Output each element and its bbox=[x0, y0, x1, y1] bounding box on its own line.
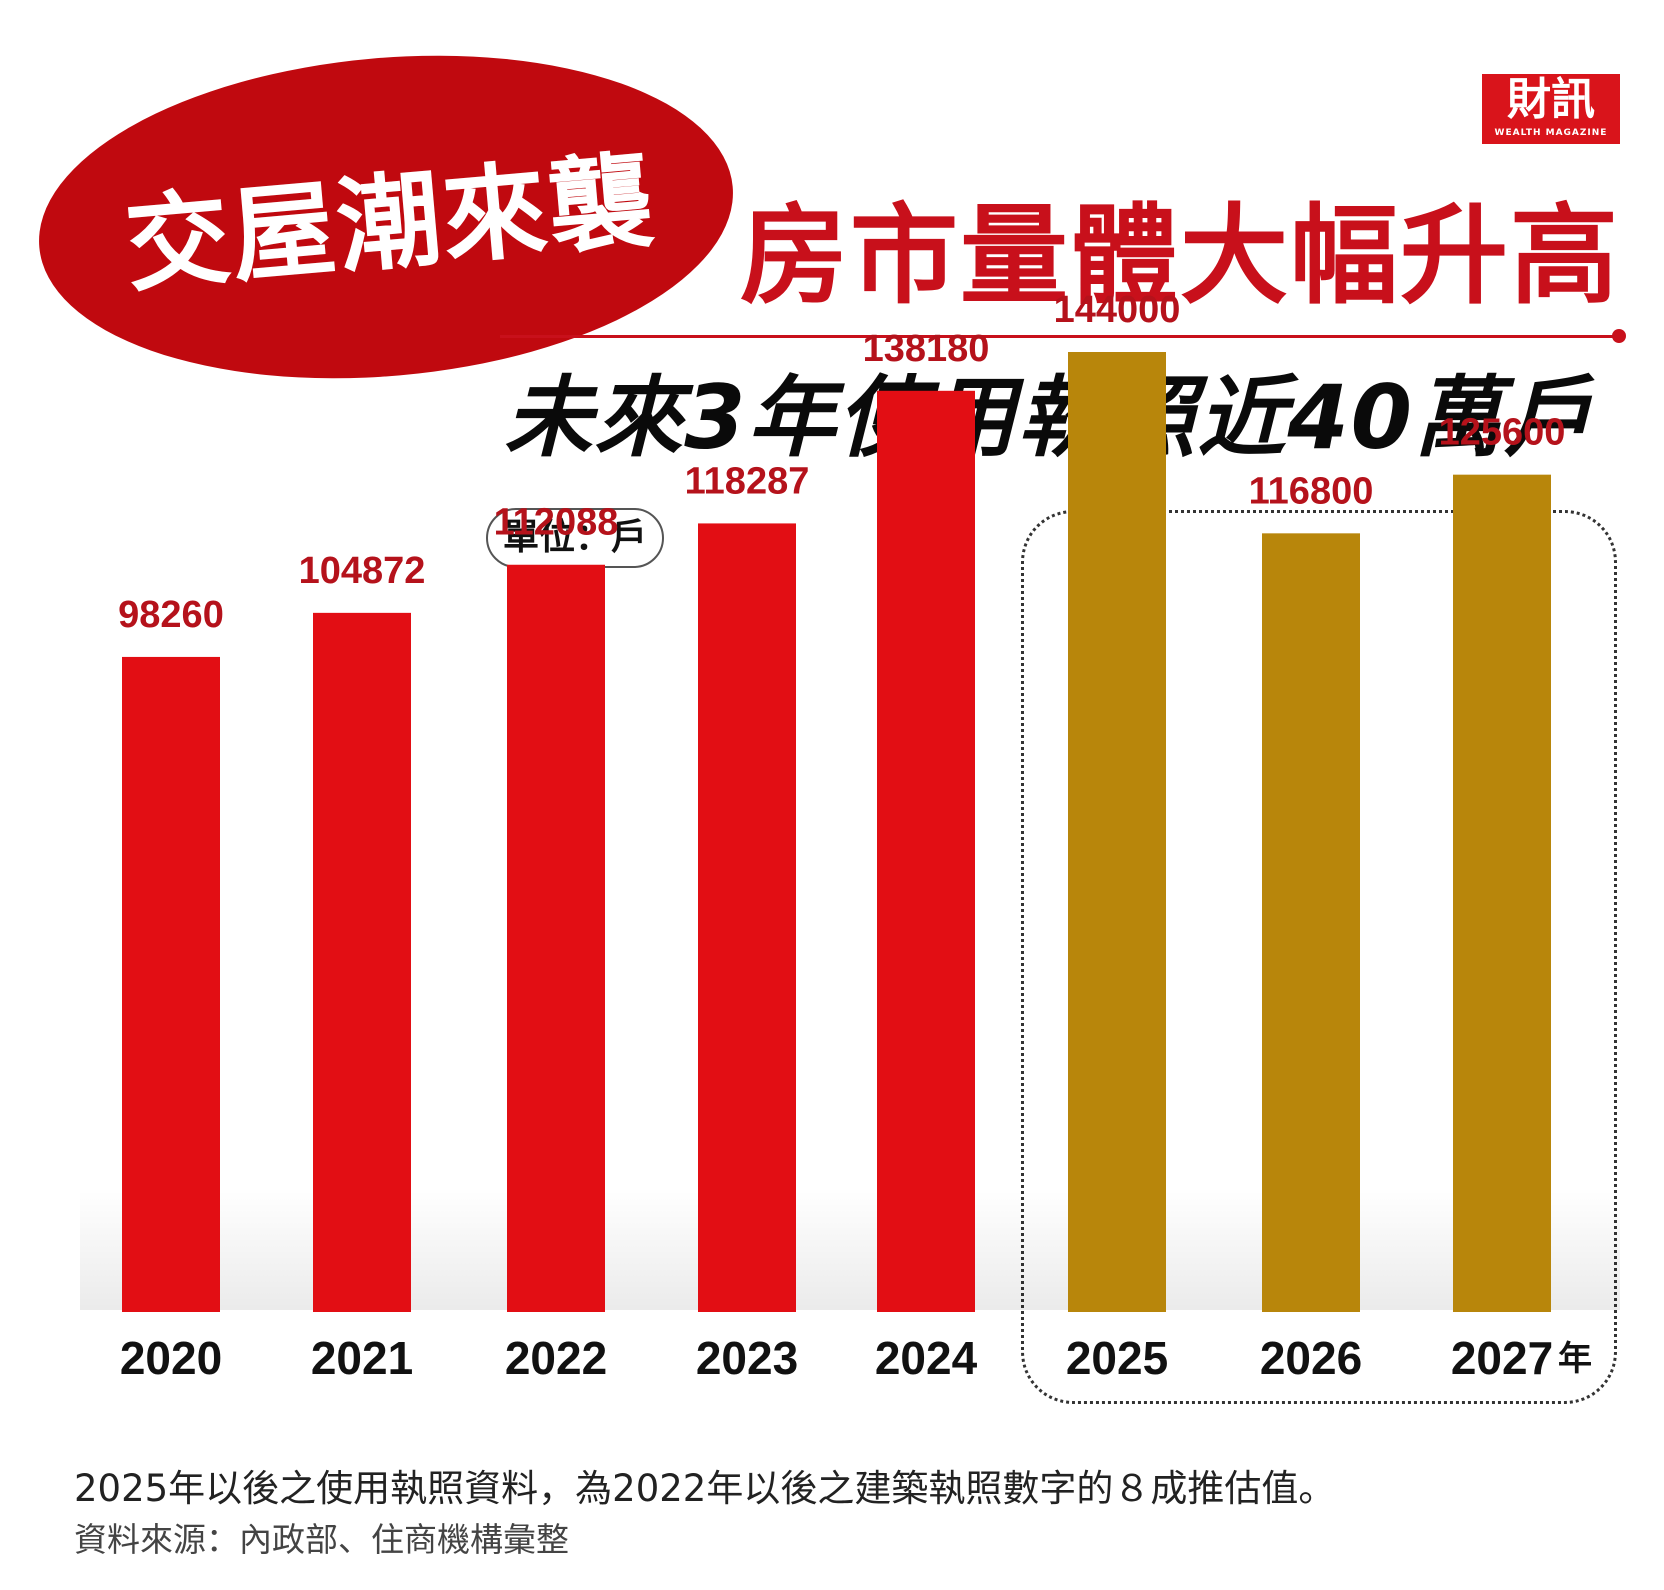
value-labels-group: 98260 104872 112088 118287 138180 144000 11680… bbox=[118, 289, 1565, 636]
title-divider bbox=[500, 335, 1618, 338]
bar-2022 bbox=[507, 564, 605, 1312]
bar-2023 bbox=[698, 523, 796, 1312]
forecast-highlight-box bbox=[1021, 510, 1617, 1404]
value-label-2022: 112088 bbox=[494, 502, 619, 544]
x-tick-2027: 2027 bbox=[1451, 1332, 1553, 1384]
bar-2025 bbox=[1068, 352, 1166, 1312]
bar-2027 bbox=[1453, 474, 1551, 1313]
divider-dot bbox=[1612, 329, 1626, 343]
bar-2021 bbox=[313, 612, 411, 1312]
x-tick-2025: 2025 bbox=[1066, 1332, 1168, 1384]
x-tick-2021: 2021 bbox=[311, 1332, 413, 1384]
bars-group bbox=[122, 352, 1551, 1313]
unit-label: 單位：戶 bbox=[486, 508, 664, 568]
x-tick-2022: 2022 bbox=[505, 1332, 607, 1384]
x-tick-2023: 2023 bbox=[696, 1332, 798, 1384]
value-label-2024: 138180 bbox=[863, 328, 990, 370]
value-label-2025: 144000 bbox=[1054, 289, 1181, 331]
bar-2026 bbox=[1262, 533, 1360, 1312]
x-tick-labels-group: 2020 2021 2022 2023 2024 2025 2026 2027 年 bbox=[120, 1332, 1592, 1384]
brand-logo: 財訊 WEALTH MAGAZINE bbox=[1482, 74, 1620, 144]
x-tick-2026: 2026 bbox=[1260, 1332, 1362, 1384]
footnote: 2025年以後之使用執照資料，為2022年以後之建築執照數字的８成推估值。 bbox=[74, 1467, 1336, 1510]
bar-2020 bbox=[122, 656, 220, 1312]
baseline-shadow bbox=[80, 1190, 1620, 1310]
x-tick-2024: 2024 bbox=[875, 1332, 978, 1384]
value-label-2027: 125600 bbox=[1439, 412, 1566, 454]
value-label-2026: 116800 bbox=[1249, 470, 1374, 512]
subtitle: 未來3年使用執照近40萬戶 bbox=[504, 366, 1594, 469]
logo-name: 財訊 bbox=[1507, 74, 1595, 125]
value-label-2020: 98260 bbox=[118, 594, 224, 636]
source-note: 資料來源：內政部、住商機構彙整 bbox=[74, 1520, 569, 1559]
value-label-2023: 118287 bbox=[685, 460, 810, 502]
bar-chart: 98260 104872 112088 118287 138180 144000 11680… bbox=[80, 289, 1620, 1384]
value-label-2021: 104872 bbox=[299, 550, 426, 592]
x-unit-suffix: 年 bbox=[1558, 1340, 1592, 1378]
logo-subtitle: WEALTH MAGAZINE bbox=[1494, 128, 1608, 138]
bar-2024 bbox=[877, 390, 975, 1312]
x-tick-2020: 2020 bbox=[120, 1332, 222, 1384]
page-title: 房市量體大幅升高 bbox=[739, 194, 1620, 319]
